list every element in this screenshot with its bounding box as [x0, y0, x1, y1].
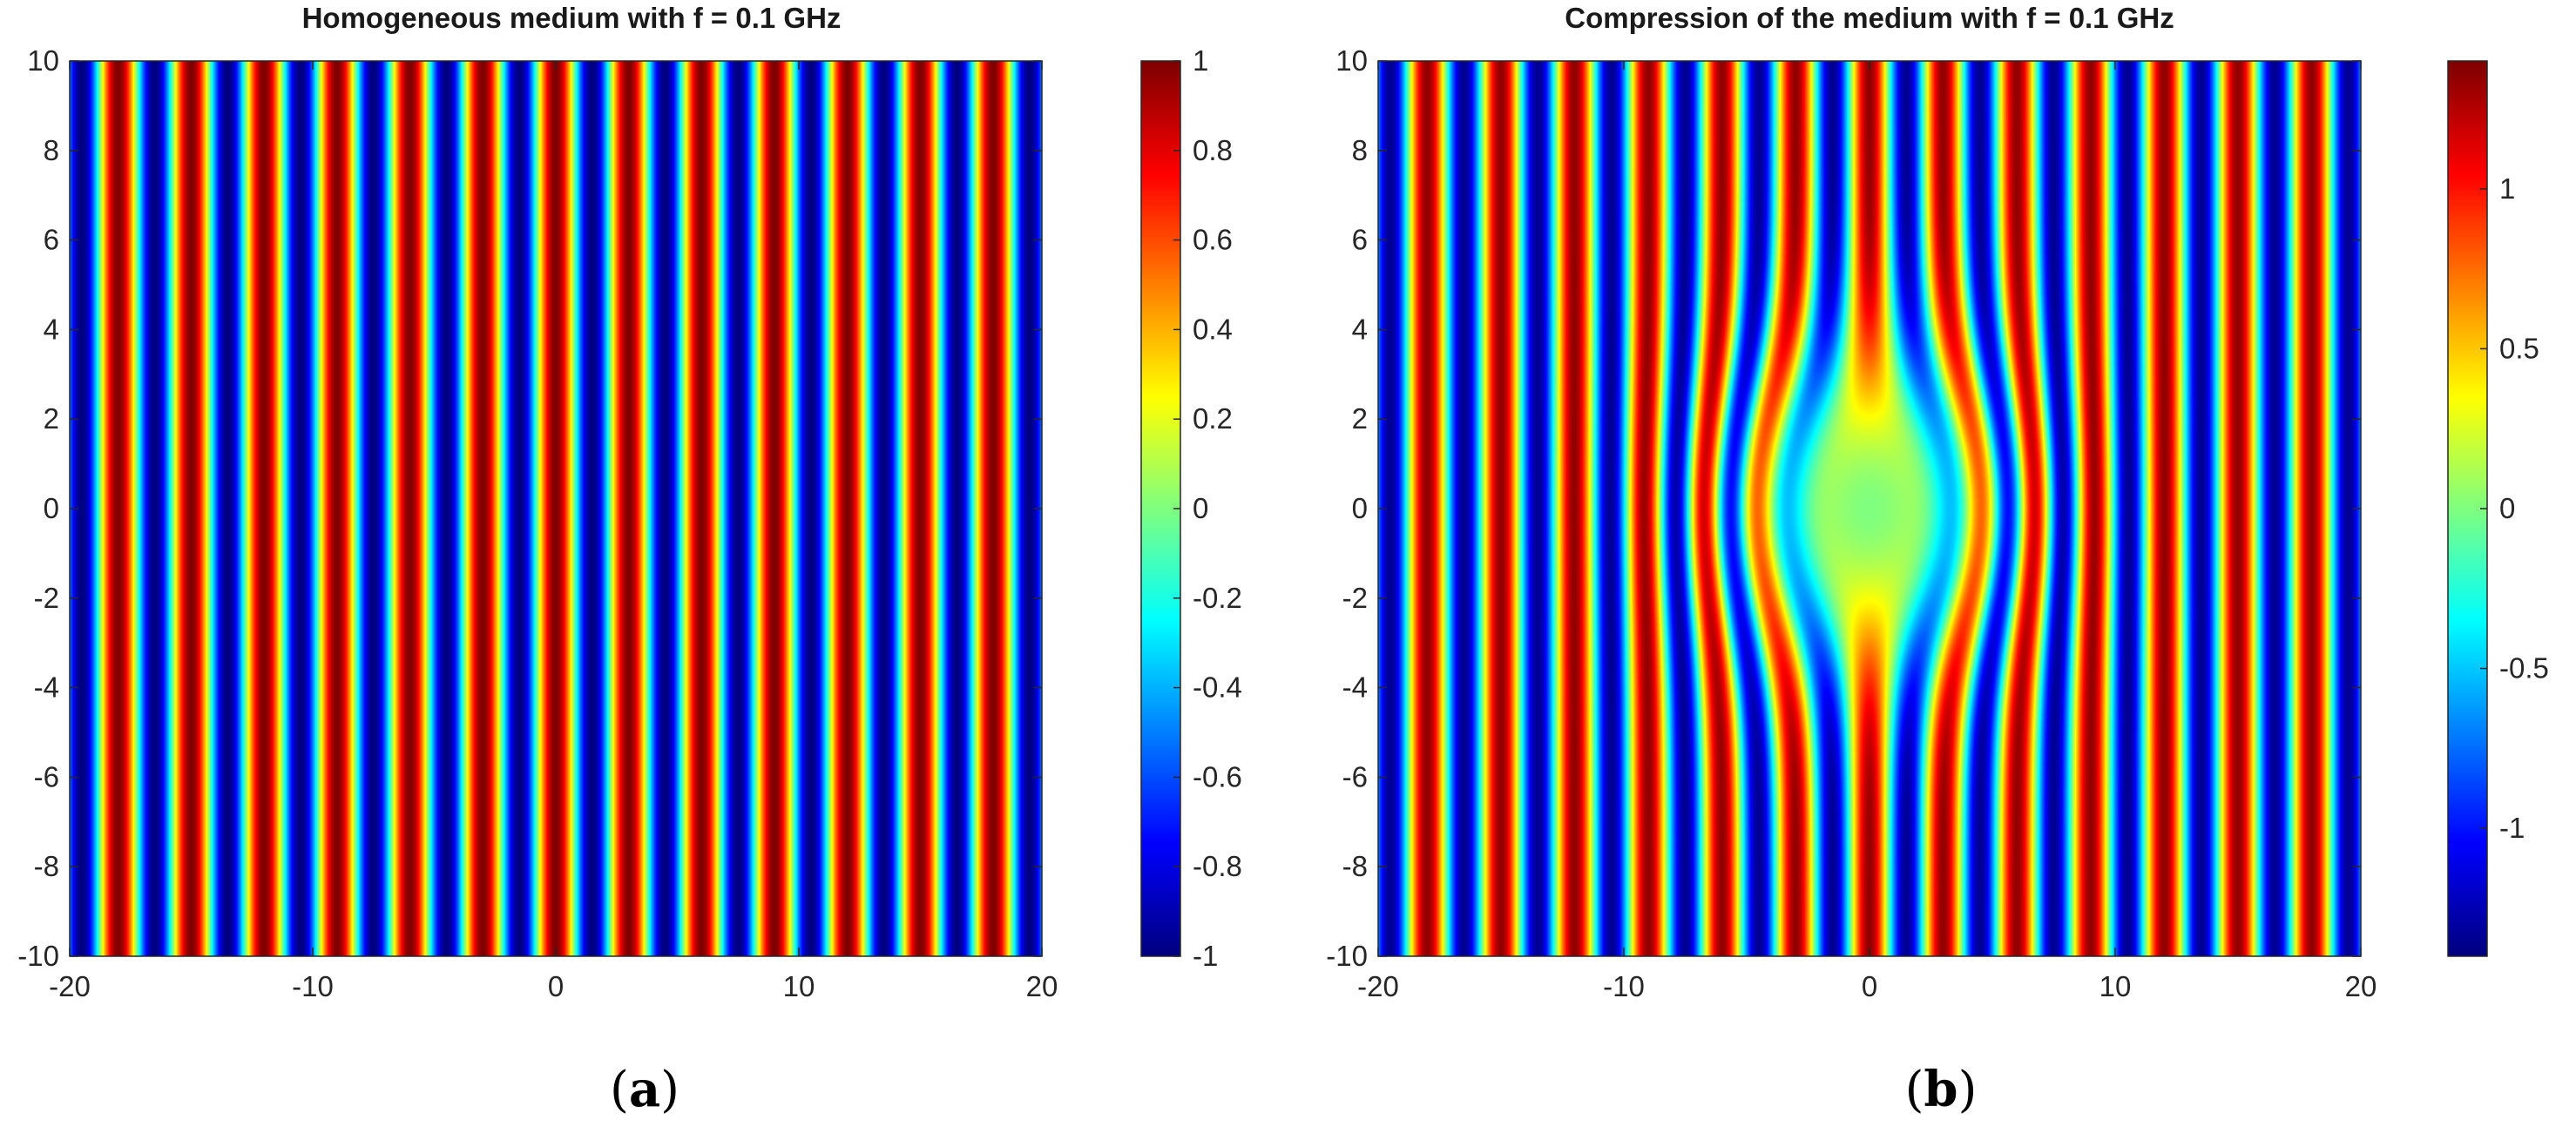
- colorbar-tick-label: 0.6: [1193, 224, 1233, 256]
- colorbar-tick-label: 1: [2499, 172, 2515, 205]
- colorbar-tick-label: -0.6: [1193, 760, 1242, 793]
- x-axis: -20 -10 0 10 20: [1357, 61, 2377, 1002]
- colorbar-tick-label: -0.8: [1193, 850, 1242, 882]
- x-axis: -20 -10 0 10 20: [49, 61, 1058, 1002]
- colorbar-tick-label: -1: [1193, 940, 1218, 972]
- y-tick-label: 4: [1352, 313, 1368, 345]
- y-tick-label: 2: [44, 402, 59, 435]
- x-tick-label: -10: [292, 970, 334, 1002]
- y-tick-label: 6: [1352, 224, 1368, 256]
- heatmap-image: [1378, 61, 2361, 956]
- y-tick-label: -4: [34, 671, 59, 704]
- x-tick-label: 0: [548, 970, 564, 1002]
- y-tick-label: 8: [44, 134, 59, 166]
- colorbar-tick-label: 0.4: [1193, 313, 1233, 345]
- panel-b: Compression of the medium with f = 0.1 G…: [1288, 0, 2576, 1140]
- x-tick-label: 20: [2345, 970, 2377, 1002]
- x-tick-label: 10: [2099, 970, 2132, 1002]
- y-tick-label: 2: [1352, 402, 1368, 435]
- y-tick-label: -6: [1342, 760, 1368, 793]
- plot-title: Compression of the medium with f = 0.1 G…: [1565, 2, 2174, 34]
- colorbar-tick-label: 0.5: [2499, 332, 2539, 364]
- y-axis: 10 8 6 4 2 0 -2 -4 -6 -8 -10: [1326, 44, 2361, 972]
- heatmap-area: [1377, 60, 2362, 957]
- y-tick-label: -10: [1326, 940, 1368, 972]
- chart-b: Compression of the medium with f = 0.1 G…: [1326, 2, 2549, 1118]
- y-tick-label: -2: [34, 582, 59, 614]
- y-tick-label: 4: [44, 313, 59, 345]
- x-tick-label: 0: [1862, 970, 1877, 1002]
- y-tick-label: 0: [44, 492, 59, 524]
- y-tick-label: -2: [1342, 582, 1368, 614]
- y-tick-label: -10: [17, 940, 59, 972]
- x-tick-label: 10: [783, 970, 815, 1002]
- colorbar-tick-label: -0.2: [1193, 582, 1242, 614]
- y-tick-label: -8: [34, 850, 59, 882]
- colorbar-tick-label: 1: [1193, 44, 1208, 77]
- y-tick-label: 10: [27, 44, 59, 77]
- colorbar-tick-label: 0: [1193, 492, 1208, 524]
- colorbar-tick-label: 0.2: [1193, 402, 1233, 435]
- y-axis: 10 8 6 4 2 0 -2 -4 -6 -8 -10: [17, 44, 1042, 972]
- colorbar-tick-label: 0.8: [1193, 134, 1233, 166]
- colorbar-tick-label: -0.4: [1193, 671, 1242, 704]
- panel-label: (b): [1905, 1061, 1978, 1118]
- colorbar: 1 0.5 0 -0.5 -1: [2447, 60, 2549, 957]
- colorbar-ticks: 1 0.8 0.6 0.4 0.2 0 -0.2 -0.4 -0.6 -0.8 -1: [1173, 44, 1242, 972]
- heatmap-area: [69, 60, 1043, 957]
- x-tick-label: -10: [1603, 970, 1645, 1002]
- heatmap-image: [70, 61, 1042, 956]
- panel-label: (a): [610, 1061, 679, 1118]
- y-tick-label: 6: [44, 224, 59, 256]
- colorbar: 1 0.8 0.6 0.4 0.2 0 -0.2 -0.4 -0.6 -0.8 -1: [1140, 44, 1242, 972]
- y-tick-label: 8: [1352, 134, 1368, 166]
- chart-a: Homogeneous medium with f = 0.1 GHz 1086…: [17, 2, 1242, 1118]
- y-tick-label: 10: [1335, 44, 1368, 77]
- colorbar-tick-label: -1: [2499, 812, 2525, 844]
- x-tick-label: 20: [1026, 970, 1058, 1002]
- panel-a: Homogeneous medium with f = 0.1 GHz 10 8 6…: [17, 2, 1242, 1118]
- y-tick-label: -4: [1342, 671, 1368, 704]
- colorbar-ticks: 1 0.5 0 -0.5 -1: [2480, 172, 2549, 844]
- x-tick-label: -20: [49, 970, 91, 1002]
- plot-title: Homogeneous medium with f = 0.1 GHz: [302, 2, 842, 34]
- x-tick-label: -20: [1357, 970, 1399, 1002]
- y-tick-label: -6: [34, 760, 59, 793]
- colorbar-tick-label: 0: [2499, 492, 2515, 524]
- y-tick-label: 0: [1352, 492, 1368, 524]
- colorbar-tick-label: -0.5: [2499, 652, 2549, 685]
- y-tick-label: -8: [1342, 850, 1368, 882]
